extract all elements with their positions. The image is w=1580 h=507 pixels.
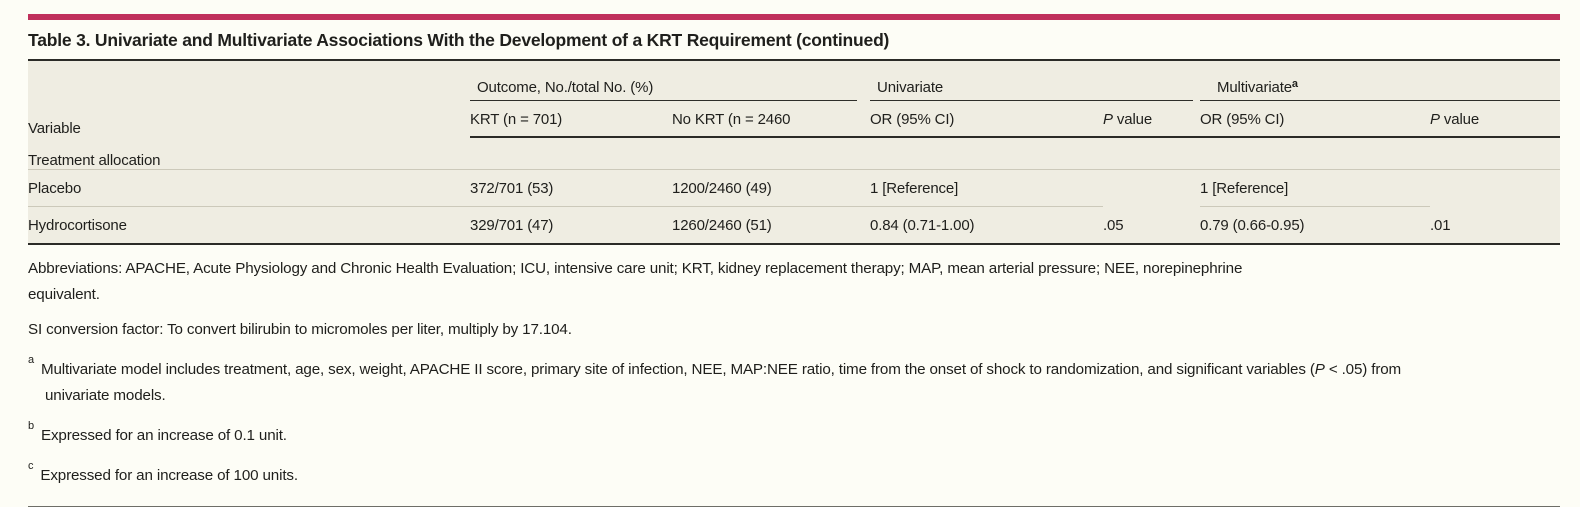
footnote-a-mark: a <box>28 354 34 366</box>
footnote-a-text-after: < .05) from univariate models. <box>45 361 1402 405</box>
p-rest: value <box>1443 111 1480 128</box>
column-header-or-univariate: OR (95% CI) <box>870 101 1104 138</box>
hydrocortisone-or-univariate: 0.84 (0.71-1.00) <box>870 205 1104 243</box>
group-header-outcome-label: Outcome, No./total No. (%) <box>470 79 858 101</box>
column-header-variable: Variable <box>28 120 81 137</box>
group-header-outcome: Outcome, No./total No. (%) <box>470 61 870 101</box>
placebo-krt-value: 372/701 (53) <box>470 179 554 197</box>
footnote-abbreviations: Abbreviations: APACHE, Acute Physiology … <box>28 260 1243 303</box>
placebo-no-krt-value: 1200/2460 (49) <box>672 179 772 197</box>
column-header-pvalue-univariate: P value <box>1103 101 1201 138</box>
placebo-or-univariate: 1 [Reference] <box>870 179 959 197</box>
footnote-a-text-before: Multivariate model includes treatment, a… <box>40 361 1315 379</box>
p-italic: P <box>1430 111 1440 128</box>
sub-header-row: KRT (n = 701) No KRT (n = 2460 OR (95% C… <box>28 101 1561 138</box>
row-label-hydrocortisone: Hydrocortisone <box>28 205 470 243</box>
hydrocortisone-krt-value: 329/701 (47) <box>470 205 672 243</box>
placebo-or-multivariate: 1 [Reference] <box>1200 179 1289 197</box>
table-row-hydrocortisone: Hydrocortisone 329/701 (47) 1260/2460 (5… <box>28 205 1560 243</box>
column-header-no-krt: No KRT (n = 2460 <box>672 101 871 138</box>
p-rest: value <box>1116 111 1153 128</box>
column-header-pvalue-multivariate: P value <box>1430 101 1561 138</box>
column-header-krt: KRT (n = 701) <box>470 101 672 138</box>
accent-bar <box>28 14 1560 20</box>
group-header-row: Variable Outcome, No./total No. (%) Univ… <box>28 61 1561 137</box>
table3: Variable Outcome, No./total No. (%) Univ… <box>28 61 1561 243</box>
table-container: Variable Outcome, No./total No. (%) Univ… <box>28 59 1561 245</box>
category-label: Treatment allocation <box>28 137 1561 170</box>
footnote-b-text: Expressed for an increase of 0.1 unit. <box>40 427 287 445</box>
hydrocortisone-or-multivariate: 0.79 (0.66-0.95) <box>1200 205 1431 243</box>
pvalue-multivariate: .01 <box>1430 217 1451 234</box>
group-header-univariate-label: Univariate <box>870 79 1194 101</box>
p-italic: P <box>1103 111 1113 128</box>
footnote-c-text: Expressed for an increase of 100 units. <box>40 467 298 485</box>
row-label-placebo: Placebo <box>28 179 82 197</box>
hydrocortisone-no-krt-value: 1260/2460 (51) <box>672 205 871 243</box>
footnotes-section: Abbreviations: APACHE, Acute Physiology … <box>28 245 1560 489</box>
group-header-univariate: Univariate <box>870 61 1200 101</box>
multivariate-text: Multivariate <box>1217 79 1292 96</box>
table-row-category: Treatment allocation <box>28 137 1561 170</box>
footnote-b-mark: b <box>28 420 34 433</box>
group-header-multivariate: Multivariatea <box>1200 61 1561 101</box>
column-header-or-multivariate: OR (95% CI) <box>1200 101 1431 138</box>
footnote-a: a Multivariate model includes treatment, … <box>28 352 1405 409</box>
footnote-si-conversion: SI conversion factor: To convert bilirub… <box>28 321 572 338</box>
footnote-b: b Expressed for an increase of 0.1 unit. <box>28 418 1405 449</box>
footnote-c: c Expressed for an increase of 100 units. <box>28 458 1405 489</box>
footnote-c-mark: c <box>28 460 34 473</box>
footnote-a-p-italic: P <box>1314 361 1325 379</box>
pvalue-univariate: .05 <box>1103 217 1124 234</box>
group-header-multivariate-label: Multivariatea <box>1200 78 1561 101</box>
table-row-placebo: Placebo 372/701 (53) 1200/2460 (49) 1 [R… <box>28 169 1560 235</box>
table-title: Table 3. Univariate and Multivariate Ass… <box>28 30 890 50</box>
footnote-mark-a-ref: a <box>1291 78 1298 90</box>
